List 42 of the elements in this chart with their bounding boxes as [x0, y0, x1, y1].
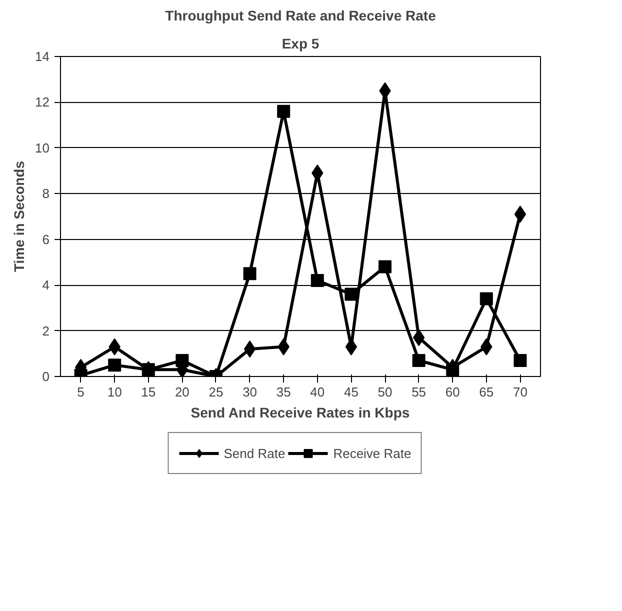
point — [243, 267, 256, 280]
point — [277, 104, 290, 118]
point — [480, 292, 493, 306]
y-tick-label: 4 — [42, 278, 50, 293]
x-tick-label: 5 — [77, 384, 84, 400]
y-tick-label: 0 — [42, 369, 50, 384]
y-tick-label: 8 — [42, 186, 50, 202]
x-tick-label: 30 — [242, 384, 258, 400]
x-tick-label: 20 — [174, 384, 190, 400]
point — [310, 274, 324, 287]
x-tick-label: 10 — [107, 384, 122, 400]
x-tick-label: 65 — [479, 384, 494, 400]
x-tick-label: 35 — [276, 384, 291, 400]
point — [344, 288, 358, 301]
x-axis-title: Send And Receive Rates in Kbps — [190, 404, 410, 420]
x-tick-label: 70 — [512, 384, 528, 400]
point — [412, 329, 425, 346]
y-tick-label: 2 — [42, 323, 50, 338]
chart-title: Throughput Send Rate and Receive Rate — [165, 8, 436, 24]
x-tick-label: 45 — [344, 384, 358, 400]
point — [378, 260, 392, 274]
point — [514, 354, 527, 367]
y-tick-label: 14 — [35, 49, 50, 64]
y-tick-label: 6 — [42, 232, 50, 247]
y-axis-title: Time in Seconds — [11, 160, 28, 272]
x-tick-label: 40 — [310, 384, 325, 400]
legend-label: Receive Rate — [333, 446, 412, 460]
x-tick-label: 55 — [412, 384, 426, 400]
point — [446, 363, 460, 376]
x-tick-label: 15 — [141, 384, 156, 400]
point — [412, 354, 426, 367]
x-tick-label: 25 — [208, 384, 224, 400]
point — [176, 354, 189, 367]
y-tick-label: 10 — [35, 140, 50, 156]
point — [108, 358, 122, 372]
x-tick-label: 60 — [445, 384, 460, 400]
x-tick-label: 50 — [378, 384, 392, 400]
y-tick-label: 12 — [35, 94, 50, 110]
legend-label: Send Rate — [224, 446, 286, 460]
point — [514, 206, 526, 223]
point — [244, 340, 256, 358]
chart-subtitle: Exp 5 — [282, 36, 320, 52]
